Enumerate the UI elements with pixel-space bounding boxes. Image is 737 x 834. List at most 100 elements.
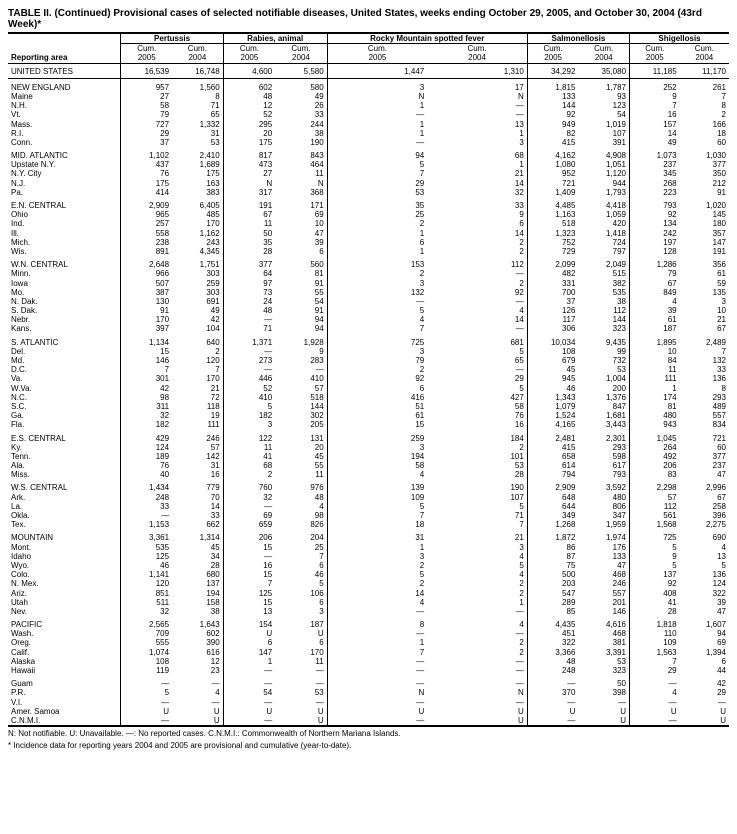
data-cell: 189 <box>121 452 172 461</box>
data-cell: 6 <box>427 219 527 228</box>
data-cell: 1 <box>327 120 427 129</box>
data-cell: 60 <box>680 138 729 147</box>
data-cell: 107 <box>427 493 527 502</box>
data-cell: 547 <box>527 589 578 598</box>
data-cell: 3 <box>327 552 427 561</box>
data-cell: 945 <box>527 374 578 383</box>
data-cell: 301 <box>121 374 172 383</box>
data-cell: 184 <box>427 430 527 443</box>
data-cell: 14 <box>427 179 527 188</box>
data-cell: 54 <box>578 110 629 119</box>
data-cell: 2,489 <box>680 334 729 347</box>
row-label: Mass. <box>8 120 121 129</box>
row-label: Va. <box>8 374 121 383</box>
data-cell: 48 <box>275 493 327 502</box>
data-cell: 25 <box>275 543 327 552</box>
row-label: MID. ATLANTIC <box>8 147 121 160</box>
data-cell: 28 <box>223 247 275 256</box>
data-cell: 6 <box>275 561 327 570</box>
data-cell: 468 <box>578 629 629 638</box>
data-cell: — <box>223 675 275 688</box>
table-row: S.C.311118514451581,07984781489 <box>8 402 729 411</box>
data-cell: 153 <box>327 256 427 269</box>
data-cell: — <box>680 698 729 707</box>
data-cell: 794 <box>527 470 578 479</box>
data-cell: 662 <box>172 520 223 529</box>
data-cell: 33 <box>121 502 172 511</box>
data-cell: 535 <box>578 288 629 297</box>
data-cell: 33 <box>427 197 527 210</box>
data-cell: 558 <box>121 229 172 238</box>
data-cell: 283 <box>275 356 327 365</box>
data-cell: U <box>327 707 427 716</box>
data-cell: 390 <box>172 638 223 647</box>
data-cell: 175 <box>172 169 223 178</box>
data-cell: 38 <box>172 607 223 616</box>
table-row: N.C.98724105184164271,3431,376174293 <box>8 393 729 402</box>
data-cell: 59 <box>680 279 729 288</box>
data-cell: 2 <box>427 279 527 288</box>
data-cell: 1,153 <box>121 520 172 529</box>
table-row: E.N. CENTRAL2,9096,40519117135334,4854,4… <box>8 197 729 210</box>
data-cell: 614 <box>527 461 578 470</box>
data-cell: 11 <box>223 219 275 228</box>
data-cell: 306 <box>527 324 578 333</box>
data-cell: 382 <box>578 279 629 288</box>
row-label: Nebr. <box>8 315 121 324</box>
data-cell: 485 <box>172 210 223 219</box>
data-cell: 158 <box>172 598 223 607</box>
data-cell: 4,162 <box>527 147 578 160</box>
data-cell: 289 <box>527 598 578 607</box>
data-cell: 15 <box>121 347 172 356</box>
data-cell: 34,292 <box>527 63 578 78</box>
data-cell: 415 <box>527 138 578 147</box>
data-cell: 14 <box>427 315 527 324</box>
data-cell: 489 <box>680 402 729 411</box>
data-cell: 58 <box>427 402 527 411</box>
data-cell: 15 <box>223 598 275 607</box>
data-cell: 3 <box>223 420 275 429</box>
data-cell: 98 <box>121 393 172 402</box>
data-cell: 11 <box>275 169 327 178</box>
data-cell: — <box>327 675 427 688</box>
data-cell: 1,751 <box>172 256 223 269</box>
data-cell: 10,034 <box>527 334 578 347</box>
data-cell: 47 <box>275 229 327 238</box>
data-cell: 35 <box>327 197 427 210</box>
data-cell: 47 <box>680 470 729 479</box>
data-cell: 4,435 <box>527 616 578 629</box>
data-cell: 76 <box>121 461 172 470</box>
data-cell: 120 <box>121 579 172 588</box>
table-row: UNITED STATES16,53916,7484,6005,5801,447… <box>8 63 729 78</box>
table-row: N. Mex.120137752220324692124 <box>8 579 729 588</box>
data-cell: 9 <box>630 92 680 101</box>
data-cell: 46 <box>275 570 327 579</box>
data-cell: 132 <box>680 356 729 365</box>
table-row: Tenn.1891424145194101658598492377 <box>8 452 729 461</box>
row-label: NEW ENGLAND <box>8 78 121 92</box>
row-label: S. ATLANTIC <box>8 334 121 347</box>
data-cell: 123 <box>578 101 629 110</box>
data-cell: 21 <box>427 169 527 178</box>
data-cell: 28 <box>630 607 680 616</box>
data-cell: 1,051 <box>578 160 629 169</box>
data-cell: 109 <box>630 638 680 647</box>
data-cell: 118 <box>172 402 223 411</box>
data-cell: 257 <box>121 219 172 228</box>
row-label: W.N. CENTRAL <box>8 256 121 269</box>
data-cell: 1 <box>630 384 680 393</box>
data-cell: 33 <box>275 110 327 119</box>
data-cell: 91 <box>121 306 172 315</box>
data-cell: 14 <box>327 589 427 598</box>
data-cell: 15 <box>223 543 275 552</box>
data-cell: — <box>578 698 629 707</box>
data-cell: 68 <box>427 147 527 160</box>
data-cell: 175 <box>223 138 275 147</box>
data-cell: 1,681 <box>578 411 629 420</box>
row-label: Nev. <box>8 607 121 616</box>
data-cell: 1,020 <box>680 197 729 210</box>
data-cell: 45 <box>172 543 223 552</box>
disease-header-4: Shigellosis <box>630 33 729 44</box>
data-cell: 4 <box>427 552 527 561</box>
data-cell: 648 <box>527 493 578 502</box>
